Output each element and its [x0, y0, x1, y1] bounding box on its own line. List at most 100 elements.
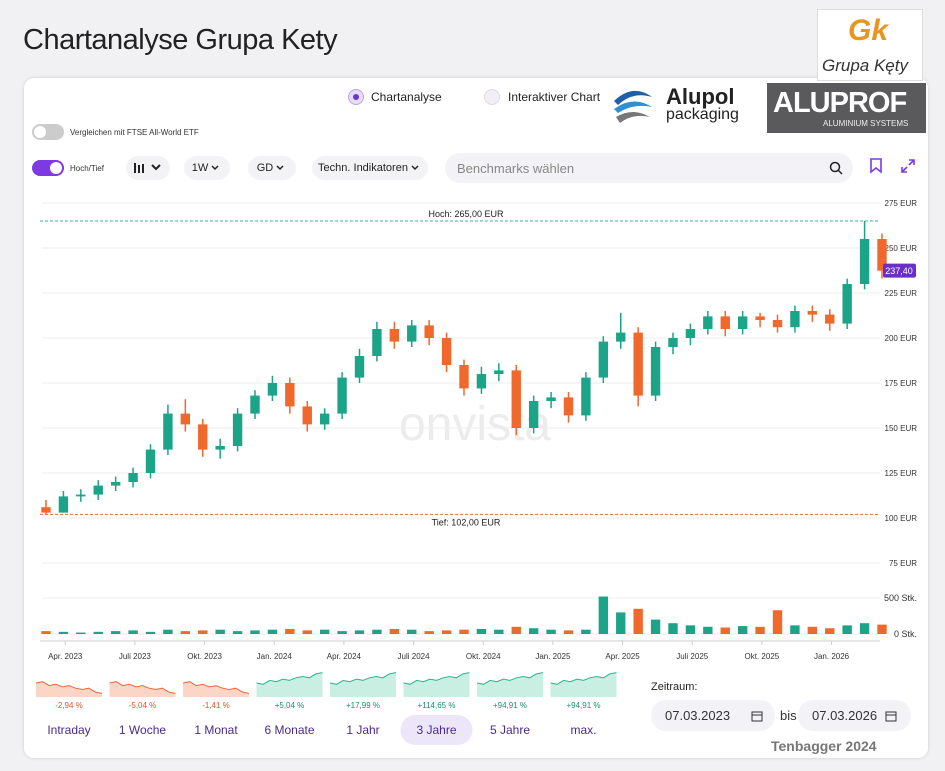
alupol-sub: packaging [666, 106, 739, 123]
volume-bar [267, 629, 278, 634]
candle-body [302, 406, 312, 425]
candle-body [389, 329, 400, 342]
chevron [211, 165, 219, 171]
period-change: +5,04 % [275, 701, 305, 710]
volume-bar [720, 627, 730, 634]
radio-selected[interactable] [348, 89, 364, 105]
candle-body [755, 316, 765, 320]
candle-body [772, 320, 783, 328]
volume-bar [772, 610, 783, 634]
volume-bar [163, 629, 173, 634]
volume-bar [633, 608, 643, 634]
watermark: onvista [399, 398, 551, 451]
period-change: +94,91 % [566, 701, 600, 710]
date-to-text: 07.03.2026 [812, 708, 878, 723]
period-tab[interactable]: 6 Monate [264, 723, 314, 737]
period-change: +94,91 % [493, 701, 527, 710]
indicator-dropdown[interactable]: Techn. Indikatoren [312, 156, 428, 180]
candle-body [58, 496, 69, 513]
radio[interactable] [484, 89, 500, 105]
period-tab[interactable]: max. [570, 723, 596, 737]
toggle[interactable] [32, 160, 64, 176]
candle-body [790, 311, 800, 328]
toggle-label[interactable]: Vergleichen mit FTSE All-World ETF [70, 128, 199, 137]
toggle[interactable] [32, 124, 64, 140]
period-tab[interactable]: 3 Jahre [416, 723, 456, 737]
search-placeholder: Benchmarks wählen [457, 161, 575, 176]
date-to[interactable]: 07.03.2026 [798, 700, 911, 731]
candle-body [807, 311, 818, 315]
y-tick-label: 175 EUR [885, 379, 918, 388]
candle-body [546, 397, 556, 401]
candle-icon [134, 163, 161, 173]
volume-bar [598, 596, 609, 634]
alupol-logo: Alupol packaging [610, 83, 760, 128]
chart-type-dropdown[interactable] [126, 156, 170, 180]
period-tab[interactable]: 1 Woche [119, 723, 166, 737]
volume-bar [198, 630, 208, 634]
sparkline [329, 672, 397, 685]
bookmark-icon[interactable] [869, 158, 883, 174]
gk-name: Grupa Kęty [822, 56, 908, 75]
page-title: Chartanalyse Grupa Kety [23, 24, 338, 56]
period-tab[interactable]: 5 Jahre [490, 723, 530, 737]
sparkline [550, 672, 617, 685]
candle-body [633, 332, 643, 396]
y-tick-label: 200 EUR [885, 334, 918, 343]
volume-bar [563, 630, 574, 634]
volume-bar [232, 631, 243, 634]
search-icon [829, 161, 843, 175]
volume-bar [581, 629, 591, 634]
x-tick-label: Juli 2025 [676, 652, 709, 661]
sparkline-area [550, 672, 617, 697]
candle-body [407, 325, 417, 342]
sparkline-area [403, 672, 470, 697]
candle-body [598, 341, 609, 378]
range-sep: bis [780, 708, 797, 723]
y-tick-label: 250 EUR [885, 244, 918, 253]
candle-body [319, 413, 330, 425]
y-tick-label: 125 EUR [885, 469, 918, 478]
period-tab[interactable]: 1 Jahr [346, 723, 379, 737]
last-price-tag [883, 263, 916, 278]
y-tick-label: 150 EUR [885, 424, 918, 433]
volume-bar [76, 632, 86, 634]
date-from-text: 07.03.2023 [665, 708, 731, 723]
chart-card [24, 78, 928, 758]
sparkline [256, 672, 323, 685]
aluprof-name: ALUPROF [773, 87, 907, 119]
radio-label[interactable]: Interaktiver Chart [508, 90, 601, 104]
volume-tick-label: 500 Stk. [884, 593, 917, 603]
toggle-label[interactable]: Hoch/Tief [70, 164, 104, 173]
period-tab[interactable]: 1 Monat [194, 723, 238, 737]
candle-body [859, 239, 870, 284]
average-dropdown[interactable]: GD [248, 156, 296, 180]
calendar-icon[interactable] [751, 710, 763, 722]
x-tick-label: Jan. 2024 [257, 652, 293, 661]
candle-body [285, 383, 295, 407]
footer-note: Tenbagger 2024 [771, 738, 877, 754]
y-tick-label: 100 EUR [885, 514, 918, 523]
calendar-icon[interactable] [885, 710, 897, 722]
volume-bar [685, 625, 696, 634]
sparkline [109, 681, 176, 694]
search-box[interactable]: Benchmarks wählen [445, 153, 853, 183]
reference-label: Hoch: 265,00 EUR [428, 209, 504, 219]
candle-body [180, 413, 191, 425]
y-tick-label: 225 EUR [885, 289, 918, 298]
volume-bar [668, 623, 678, 634]
interval-dropdown[interactable]: 1W [184, 156, 230, 180]
candle-body [650, 347, 661, 396]
volume-bar [737, 626, 748, 634]
volume-bar [859, 623, 870, 634]
y-tick-label: 275 EUR [885, 199, 918, 208]
candle-body [354, 356, 365, 378]
radio-label[interactable]: Chartanalyse [371, 90, 442, 104]
volume-bar [285, 628, 295, 634]
x-tick-label: Okt. 2023 [187, 652, 222, 661]
volume-bar [807, 626, 818, 634]
expand-icon[interactable] [900, 158, 916, 174]
chevron [411, 165, 419, 171]
period-tab[interactable]: Intraday [47, 723, 90, 737]
